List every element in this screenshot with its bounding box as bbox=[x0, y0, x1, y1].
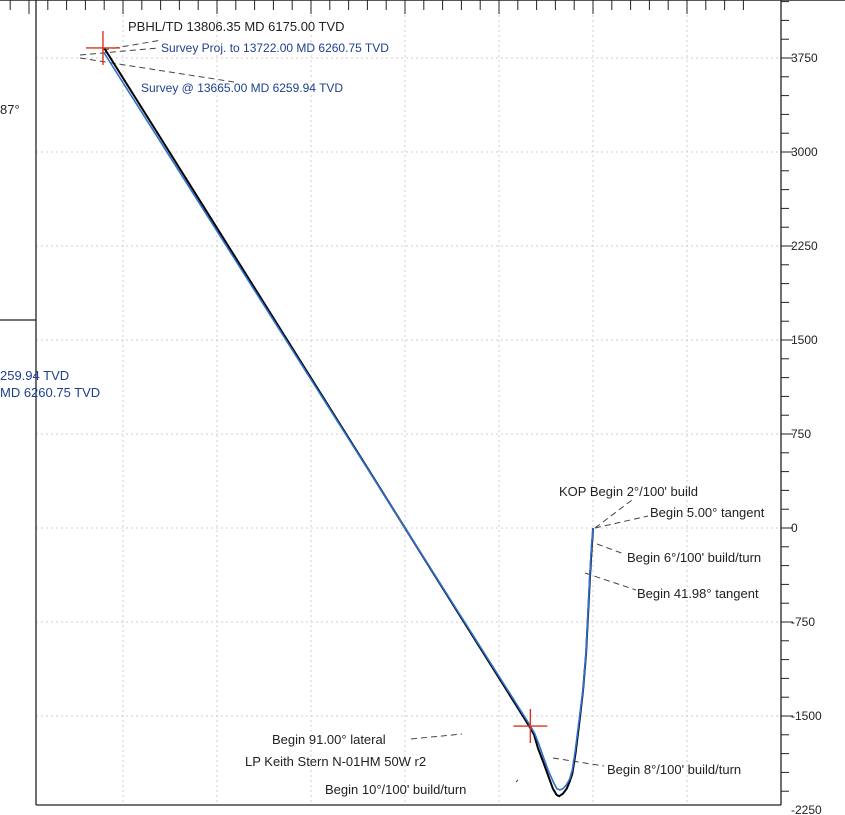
left-edge-tvd-text-1: 259.94 TVD bbox=[0, 368, 69, 383]
y-tick-label: 3000 bbox=[791, 145, 818, 159]
target-markers bbox=[85, 30, 548, 744]
well-path-plan bbox=[103, 47, 594, 798]
y-tick-label: 0 bbox=[791, 521, 798, 535]
annotation-lateral: Begin 91.00° lateral bbox=[272, 732, 386, 747]
target-marker bbox=[513, 709, 548, 744]
leader-line bbox=[594, 515, 649, 529]
leader-line bbox=[596, 543, 625, 555]
y-tick-label: -2250 bbox=[791, 803, 822, 815]
leader-line bbox=[552, 757, 605, 767]
y-tick-label: -750 bbox=[791, 615, 815, 629]
y-tick-label: 1500 bbox=[791, 333, 818, 347]
leader-line bbox=[79, 57, 235, 83]
y-tick-label: 2250 bbox=[791, 239, 818, 253]
annotation-tangent-5: Begin 5.00° tangent bbox=[650, 505, 765, 520]
well-path-actual bbox=[103, 52, 594, 791]
y-tick-label: 750 bbox=[791, 427, 811, 441]
annotation-build-10: Begin 10°/100' build/turn bbox=[325, 782, 466, 797]
plot-frame bbox=[0, 0, 782, 806]
leader-line bbox=[584, 572, 637, 591]
well-path-series bbox=[103, 47, 594, 798]
leader-line bbox=[594, 499, 633, 529]
left-edge-degree-text: 87° bbox=[0, 102, 20, 117]
annotation-survey-at: Survey @ 13665.00 MD 6259.94 TVD bbox=[141, 81, 343, 95]
annotation-pbhl: PBHL/TD 13806.35 MD 6175.00 TVD bbox=[128, 19, 345, 34]
leader-line bbox=[410, 733, 463, 740]
left-edge-tvd-text-2: MD 6260.75 TVD bbox=[0, 385, 100, 400]
y-tick-label: 3750 bbox=[791, 51, 818, 65]
y-axis-tick-labels: 3750 3000 2250 1500 750 0 -750 -1500 -2250 bbox=[791, 51, 822, 815]
y-tick-label: -1500 bbox=[791, 709, 822, 723]
annotation-survey-proj: Survey Proj. to 13722.00 MD 6260.75 TVD bbox=[161, 41, 389, 55]
annotation-build-8: Begin 8°/100' build/turn bbox=[607, 762, 741, 777]
annotation-leaders bbox=[79, 39, 649, 783]
annotation-kop: KOP Begin 2°/100' build bbox=[559, 484, 698, 499]
annotation-lp: LP Keith Stern N-01HM 50W r2 bbox=[245, 754, 426, 769]
axis-ticks bbox=[0, 0, 845, 792]
annotation-tangent-42: Begin 41.98° tangent bbox=[637, 586, 759, 601]
leader-line bbox=[515, 779, 519, 783]
target-marker bbox=[85, 30, 120, 65]
grid bbox=[36, 0, 781, 805]
annotation-build-6: Begin 6°/100' build/turn bbox=[627, 550, 761, 565]
leader-line bbox=[79, 47, 159, 56]
